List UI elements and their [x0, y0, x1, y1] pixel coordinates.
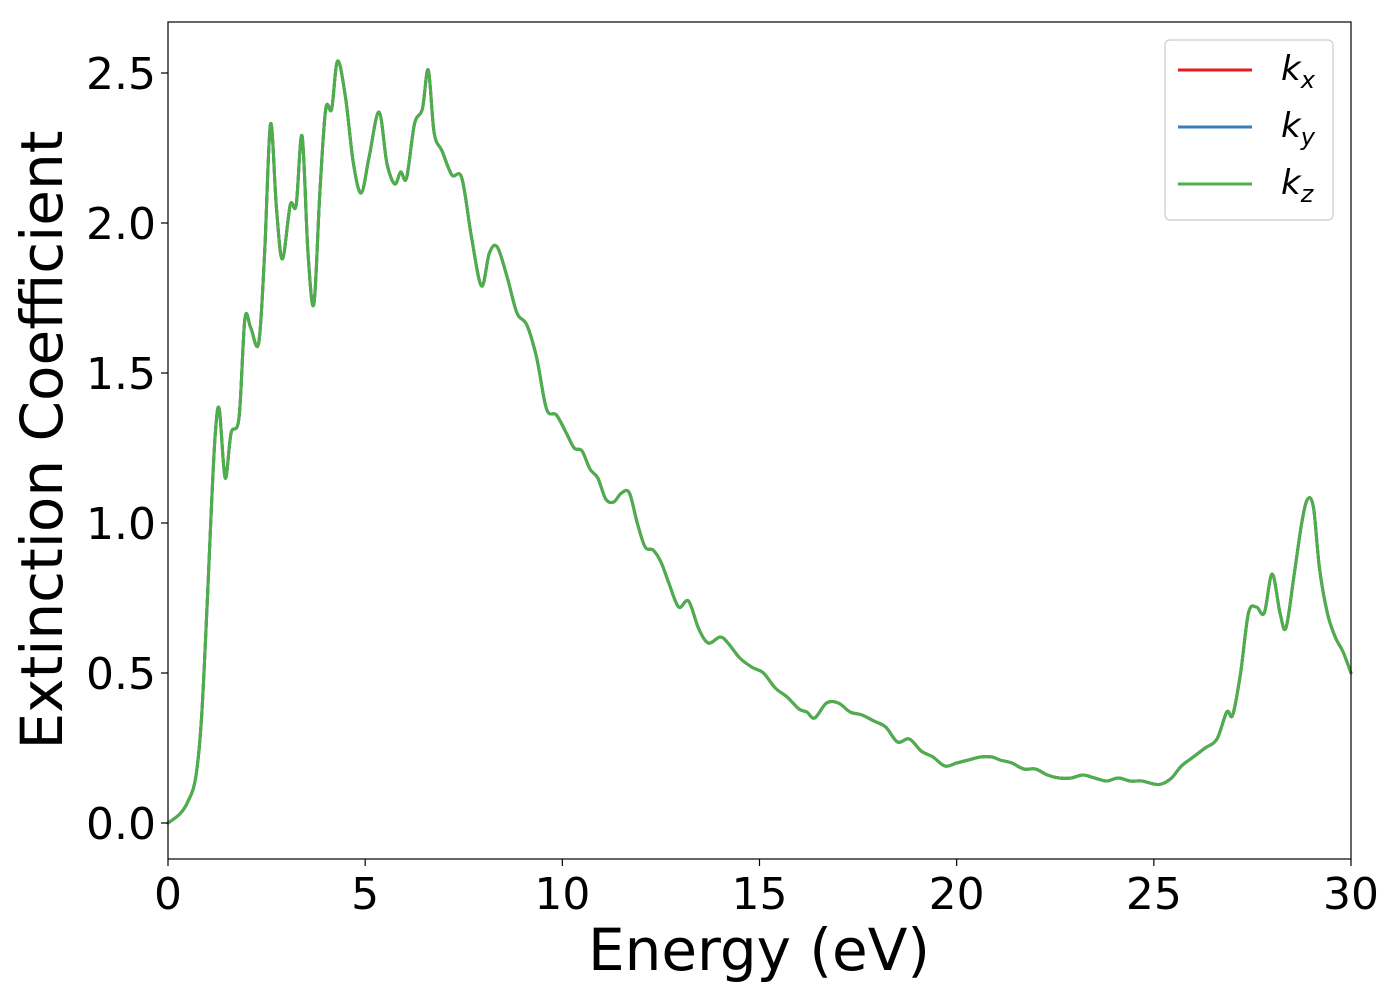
x-tick-label: 15 — [732, 869, 788, 920]
legend-box — [1164, 39, 1334, 221]
x-tick-label: 10 — [534, 869, 590, 920]
y-axis-ticks: 0.0 0.5 1.0 1.5 2.0 2.5 — [86, 49, 168, 850]
x-axis-ticks: 0 5 10 15 20 25 30 — [154, 859, 1379, 920]
y-tick-label: 0.5 — [86, 649, 156, 700]
x-tick-label: 0 — [154, 869, 182, 920]
y-tick-label: 0.0 — [86, 799, 156, 850]
x-tick-label: 5 — [351, 869, 379, 920]
y-tick-label: 2.0 — [86, 199, 156, 250]
y-tick-label: 1.5 — [86, 349, 156, 400]
y-tick-label: 1.0 — [86, 499, 156, 550]
series-line-z — [166, 59, 1353, 825]
y-axis-title: Extinction Coefficient — [8, 131, 76, 750]
x-tick-label: 20 — [929, 869, 985, 920]
x-tick-label: 30 — [1323, 869, 1379, 920]
x-axis-title: Energy (eV) — [588, 916, 930, 984]
series-layer — [166, 59, 1353, 825]
x-tick-label: 25 — [1126, 869, 1182, 920]
y-tick-label: 2.5 — [86, 49, 156, 100]
